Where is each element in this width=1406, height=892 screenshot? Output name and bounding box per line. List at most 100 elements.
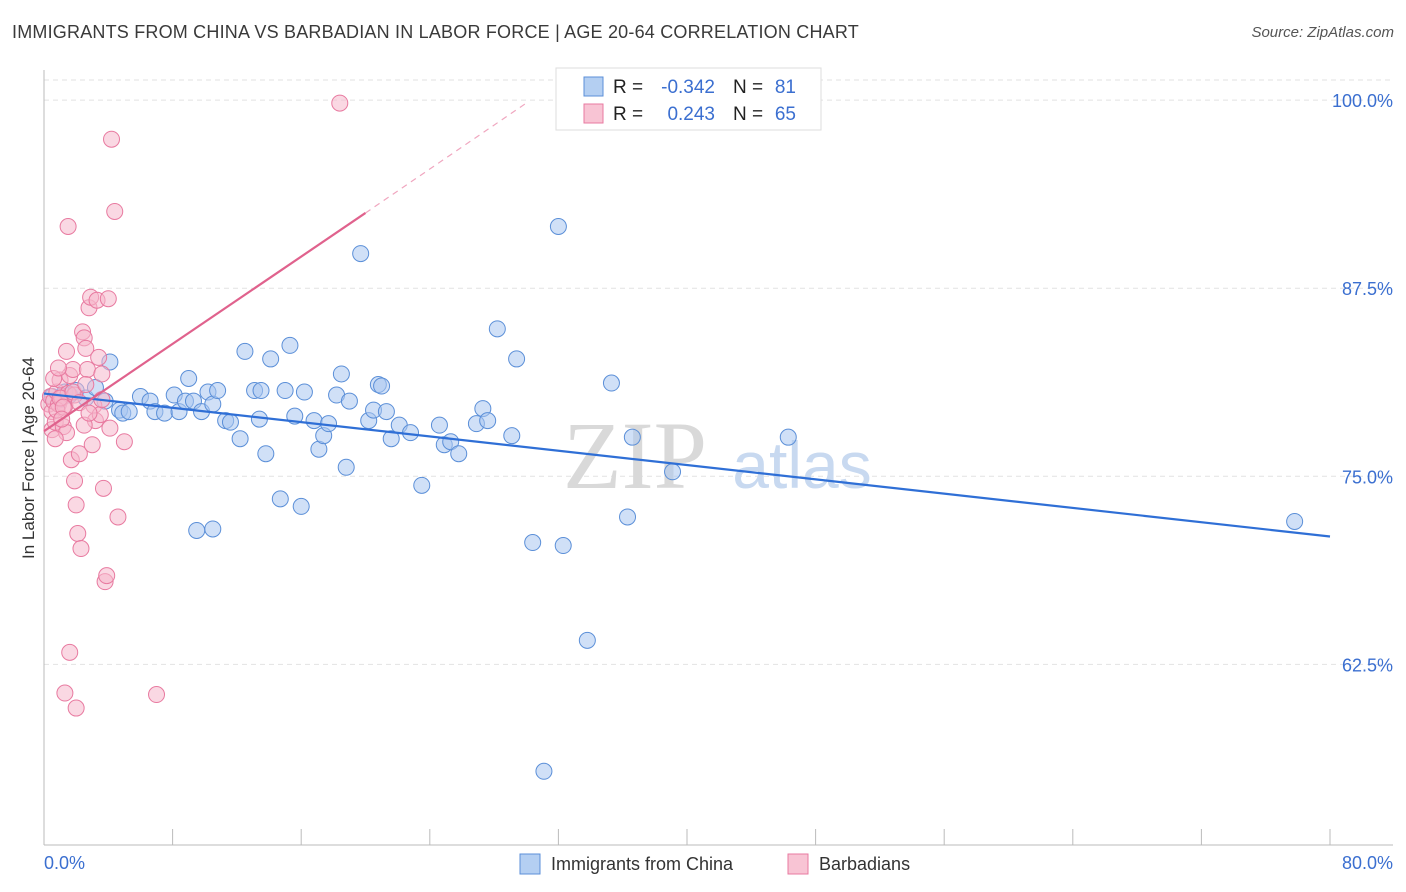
barbadian-point <box>70 445 88 463</box>
barbadian-point <box>56 684 74 702</box>
y-tick-label: 100.0% <box>1332 91 1393 111</box>
y-tick-label: 62.5% <box>1342 655 1393 675</box>
watermark-atlas: atlas <box>732 428 871 502</box>
china-point <box>352 245 370 263</box>
barbadian-point <box>93 365 111 383</box>
china-point <box>488 320 506 338</box>
china-point <box>535 762 553 780</box>
china-point <box>549 218 567 236</box>
china-point <box>340 392 358 410</box>
series-legend: Immigrants from China Barbadians <box>519 853 910 875</box>
barbadian-trend-line <box>43 212 367 433</box>
barbadian-point <box>103 130 121 148</box>
barbadian-point <box>109 508 127 526</box>
china-point <box>377 403 395 421</box>
china-point <box>271 490 289 508</box>
china-point <box>257 445 275 463</box>
barbadian-point <box>77 339 95 357</box>
legend-n-value-china: 81 <box>775 77 796 98</box>
legend-n-label-china: N = <box>733 77 768 98</box>
china-point <box>503 427 521 445</box>
legend-n-value-barbadian: 65 <box>775 104 796 125</box>
china-point <box>221 413 239 431</box>
bottom-legend-swatch-barbadian <box>787 853 809 875</box>
legend-r-value-china: -0.342 <box>661 77 715 98</box>
barbadian-point <box>106 202 124 220</box>
barbadian-point <box>99 290 117 308</box>
legend-swatch-barbadian <box>583 103 604 124</box>
barbadian-point <box>331 94 349 112</box>
barbadian-point <box>115 433 133 451</box>
china-point <box>524 534 542 552</box>
source-label: Source: ZipAtlas.com <box>1251 24 1394 41</box>
china-point <box>430 416 448 434</box>
stats-legend: R = -0.342 N = 81 R = 0.243 N = 65 <box>555 67 822 131</box>
china-point <box>623 428 641 446</box>
axes: 100.0% 87.5% 75.0% 62.5% <box>43 70 1393 846</box>
barbadian-point <box>148 686 166 704</box>
barbadian-point <box>67 699 85 717</box>
china-trend-line <box>43 392 1331 538</box>
watermark-zip: ZIP <box>563 402 707 509</box>
china-point <box>602 374 620 392</box>
china-point <box>204 520 222 538</box>
china-point <box>373 377 391 395</box>
barbadian-point <box>58 342 76 360</box>
china-point <box>262 350 280 368</box>
y-tick-label: 87.5% <box>1342 279 1393 299</box>
china-point <box>292 497 310 515</box>
barbadian-point <box>46 430 64 448</box>
barbadian-point <box>61 643 79 661</box>
china-point <box>1286 512 1304 530</box>
china-point <box>188 521 206 539</box>
barbadian-point <box>66 472 84 490</box>
trend-lines <box>43 102 1331 538</box>
barbadian-point <box>78 360 96 378</box>
china-point <box>664 463 682 481</box>
barbadian-point <box>101 419 119 437</box>
bottom-legend-label-barbadian: Barbadians <box>819 854 910 874</box>
china-point <box>209 382 227 400</box>
china-point <box>578 631 596 649</box>
china-point <box>479 412 497 430</box>
china-point <box>508 350 526 368</box>
legend-r-value-barbadian: 0.243 <box>667 104 715 125</box>
barbadian-point <box>72 540 90 558</box>
legend-n-label-barbadian: N = <box>733 104 768 125</box>
legend-swatch-china <box>583 76 604 97</box>
chart-title: IMMIGRANTS FROM CHINA VS BARBADIAN IN LA… <box>12 22 859 42</box>
china-point <box>276 382 294 400</box>
x-tick-label-max: 80.0% <box>1342 853 1393 873</box>
china-point <box>554 537 572 555</box>
barbadian-point <box>94 479 112 497</box>
barbadian-point <box>80 404 98 422</box>
china-point <box>305 412 323 430</box>
china-point <box>779 428 797 446</box>
data-points <box>40 94 1304 780</box>
barbadian-point <box>59 218 77 236</box>
legend-r-label-barbadian: R = <box>613 104 648 125</box>
china-point <box>281 336 299 354</box>
barbadian-point <box>64 360 82 378</box>
china-point <box>236 342 254 360</box>
legend-r-label-china: R = <box>613 77 648 98</box>
china-point <box>619 508 637 526</box>
china-point <box>120 403 138 421</box>
barbadian-point <box>83 436 101 454</box>
china-point <box>382 430 400 448</box>
china-point <box>450 445 468 463</box>
bottom-legend-label-china: Immigrants from China <box>551 854 734 874</box>
barbadian-point <box>77 376 95 394</box>
x-tick-label-min: 0.0% <box>44 853 85 873</box>
china-point <box>295 383 313 401</box>
china-point <box>337 458 355 476</box>
barbadian-point <box>98 567 116 585</box>
y-axis-label: In Labor Force | Age 20-64 <box>19 357 38 559</box>
bottom-legend-swatch-china <box>519 853 541 875</box>
barbadian-point <box>90 348 108 366</box>
barbadian-trend-extension <box>365 102 527 214</box>
grid-lines <box>44 79 1393 665</box>
barbadian-point <box>69 524 87 542</box>
china-point <box>413 476 431 494</box>
